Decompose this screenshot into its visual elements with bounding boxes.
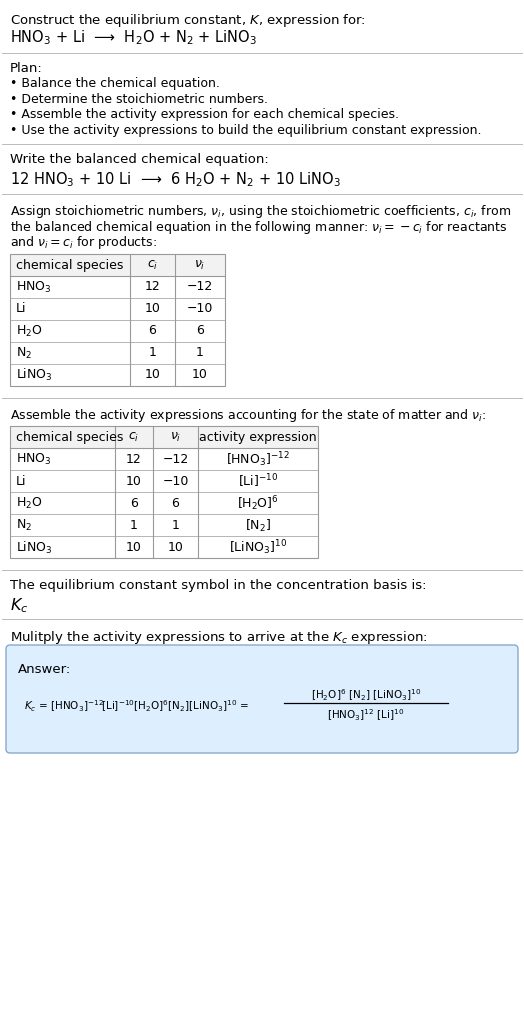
Text: 1: 1 [130,519,138,532]
Text: 12: 12 [145,281,160,293]
Text: Construct the equilibrium constant, $K$, expression for:: Construct the equilibrium constant, $K$,… [10,12,366,29]
Text: HNO$_3$ + Li  ⟶  H$_2$O + N$_2$ + LiNO$_3$: HNO$_3$ + Li ⟶ H$_2$O + N$_2$ + LiNO$_3$ [10,29,257,47]
Text: and $\nu_i = c_i$ for products:: and $\nu_i = c_i$ for products: [10,235,157,251]
Text: H$_2$O: H$_2$O [16,324,42,339]
Text: 6: 6 [196,325,204,338]
Text: Assemble the activity expressions accounting for the state of matter and $\nu_i$: Assemble the activity expressions accoun… [10,407,486,424]
Text: 10: 10 [192,369,208,382]
Text: $[\mathrm{HNO_3}]^{12}\ [\mathrm{Li}]^{10}$: $[\mathrm{HNO_3}]^{12}\ [\mathrm{Li}]^{1… [328,707,405,723]
Text: N$_2$: N$_2$ [16,345,32,360]
Text: $c_i$: $c_i$ [147,258,158,272]
Text: • Assemble the activity expression for each chemical species.: • Assemble the activity expression for e… [10,108,399,121]
Text: 10: 10 [168,541,183,554]
Text: 10: 10 [126,541,142,554]
Text: Answer:: Answer: [18,663,71,676]
Text: −10: −10 [187,302,213,315]
Text: N$_2$: N$_2$ [16,518,32,533]
Text: [LiNO$_3$]$^{10}$: [LiNO$_3$]$^{10}$ [229,538,287,556]
Text: Assign stoichiometric numbers, $\nu_i$, using the stoichiometric coefficients, $: Assign stoichiometric numbers, $\nu_i$, … [10,203,511,221]
Bar [10,254,225,276]
Text: chemical species: chemical species [16,431,123,444]
Bar [10,427,318,448]
FancyBboxPatch shape [6,645,518,753]
Text: 10: 10 [145,302,160,315]
Text: Plan:: Plan: [10,62,43,75]
Text: 6: 6 [130,497,138,510]
Text: The equilibrium constant symbol in the concentration basis is:: The equilibrium constant symbol in the c… [10,580,427,592]
Text: $\nu_i$: $\nu_i$ [194,258,206,272]
Text: H$_2$O: H$_2$O [16,496,42,512]
Text: $\nu_i$: $\nu_i$ [170,431,181,444]
Text: 6: 6 [171,497,179,510]
Text: [Li]$^{-10}$: [Li]$^{-10}$ [238,473,278,490]
Text: $K_c$ = $[\mathrm{HNO_3}]^{-12}\![\mathrm{Li}]^{-10}[\mathrm{H_2O}]^{6}[\mathrm{: $K_c$ = $[\mathrm{HNO_3}]^{-12}\![\mathr… [24,698,249,714]
Text: • Determine the stoichiometric numbers.: • Determine the stoichiometric numbers. [10,93,268,106]
Text: the balanced chemical equation in the following manner: $\nu_i = -c_i$ for react: the balanced chemical equation in the fo… [10,218,507,236]
Text: Mulitply the activity expressions to arrive at the $K_c$ expression:: Mulitply the activity expressions to arr… [10,629,428,645]
Text: 10: 10 [145,369,160,382]
Text: $c_i$: $c_i$ [128,431,139,444]
Text: −10: −10 [162,475,189,488]
Text: −12: −12 [187,281,213,293]
Text: 10: 10 [126,475,142,488]
Bar [10,254,225,386]
Bar [10,427,318,558]
Text: 1: 1 [149,346,157,359]
Text: HNO$_3$: HNO$_3$ [16,280,51,294]
Text: Li: Li [16,302,27,315]
Text: [N$_2$]: [N$_2$] [245,518,271,534]
Text: 1: 1 [196,346,204,359]
Text: chemical species: chemical species [16,258,123,272]
Text: Write the balanced chemical equation:: Write the balanced chemical equation: [10,153,269,166]
Text: Li: Li [16,475,27,488]
Text: LiNO$_3$: LiNO$_3$ [16,539,52,555]
Text: • Use the activity expressions to build the equilibrium constant expression.: • Use the activity expressions to build … [10,124,482,137]
Text: [HNO$_3$]$^{-12}$: [HNO$_3$]$^{-12}$ [226,450,290,469]
Text: $[\mathrm{H_2O}]^6\ [\mathrm{N_2}]\ [\mathrm{LiNO_3}]^{10}$: $[\mathrm{H_2O}]^6\ [\mathrm{N_2}]\ [\ma… [311,687,421,702]
Text: [H$_2$O]$^6$: [H$_2$O]$^6$ [237,494,279,513]
Text: $K_c$: $K_c$ [10,596,28,615]
Text: • Balance the chemical equation.: • Balance the chemical equation. [10,78,220,91]
Text: 1: 1 [171,519,179,532]
Bar [10,427,318,558]
Text: 12: 12 [126,453,142,466]
Text: 6: 6 [149,325,157,338]
Bar [10,254,225,386]
Text: 12 HNO$_3$ + 10 Li  ⟶  6 H$_2$O + N$_2$ + 10 LiNO$_3$: 12 HNO$_3$ + 10 Li ⟶ 6 H$_2$O + N$_2$ + … [10,171,341,189]
Text: activity expression: activity expression [199,431,317,444]
Text: LiNO$_3$: LiNO$_3$ [16,367,52,383]
Text: HNO$_3$: HNO$_3$ [16,452,51,467]
Text: −12: −12 [162,453,189,466]
